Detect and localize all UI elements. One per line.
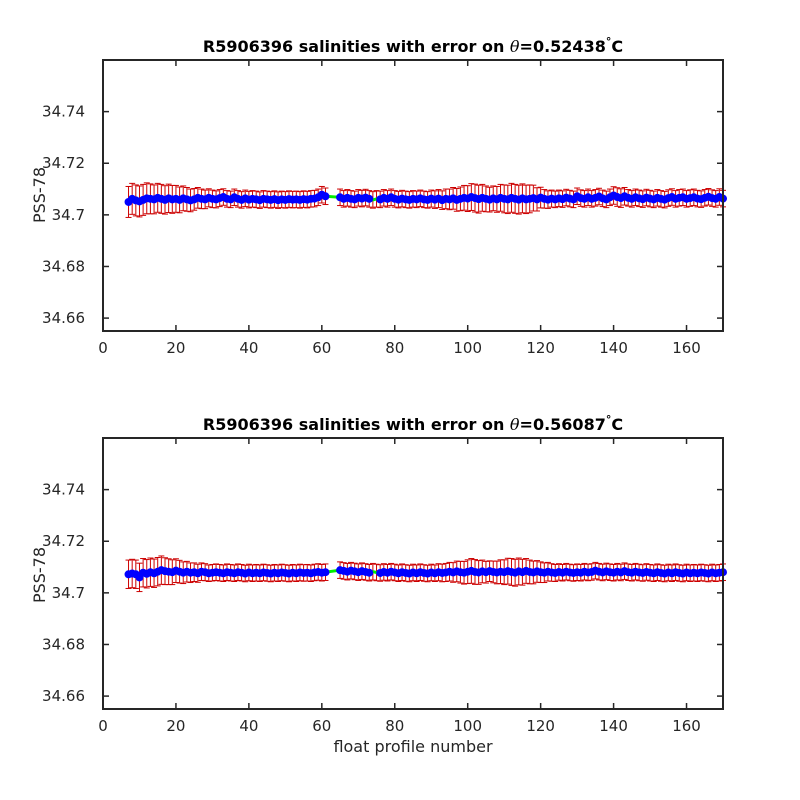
plot-title: R5906396 salinities with error on θ=0.56… [203, 413, 623, 434]
x-tick-label: 100 [453, 717, 482, 735]
x-tick-label: 20 [166, 339, 185, 357]
x-tick-label: 40 [239, 339, 258, 357]
x-tick-label: 160 [672, 339, 701, 357]
x-tick-label: 160 [672, 717, 701, 735]
x-tick-label: 0 [98, 339, 108, 357]
x-tick-label: 80 [385, 339, 404, 357]
salinity-plot-bottom: R5906396 salinities with error on θ=0.56… [30, 413, 727, 756]
salinity-point [365, 194, 374, 203]
salinity-point [321, 192, 330, 201]
y-tick-label: 34.68 [42, 257, 85, 275]
x-tick-label: 140 [599, 339, 628, 357]
y-tick-label: 34.7 [52, 206, 85, 224]
y-tick-label: 34.66 [42, 687, 85, 705]
x-tick-label: 140 [599, 717, 628, 735]
x-tick-label: 100 [453, 339, 482, 357]
x-tick-label: 120 [526, 339, 555, 357]
y-tick-label: 34.66 [42, 309, 85, 327]
y-axis-label: PSS-78 [30, 167, 49, 223]
y-axis-label: PSS-78 [30, 547, 49, 603]
y-tick-label: 34.72 [42, 154, 85, 172]
salinity-markers [124, 566, 727, 582]
y-tick-label: 34.74 [42, 103, 85, 121]
axes-box [102, 59, 724, 332]
x-axis-label: float profile number [333, 737, 493, 756]
x-tick-label: 0 [98, 717, 108, 735]
x-tick-label: 40 [239, 717, 258, 735]
x-tick-label: 60 [312, 339, 331, 357]
y-tick-label: 34.68 [42, 635, 85, 653]
axes-box [102, 437, 724, 710]
salinity-markers [124, 190, 727, 206]
salinity-plot-top: R5906396 salinities with error on θ=0.52… [30, 35, 727, 357]
salinity-point [321, 568, 330, 577]
salinity-point [365, 568, 374, 577]
x-tick-label: 80 [385, 717, 404, 735]
x-tick-label: 20 [166, 717, 185, 735]
y-tick-label: 34.7 [52, 584, 85, 602]
plot-title: R5906396 salinities with error on θ=0.52… [203, 35, 623, 56]
x-tick-label: 120 [526, 717, 555, 735]
y-tick-label: 34.72 [42, 532, 85, 550]
x-tick-label: 60 [312, 717, 331, 735]
y-tick-label: 34.74 [42, 481, 85, 499]
